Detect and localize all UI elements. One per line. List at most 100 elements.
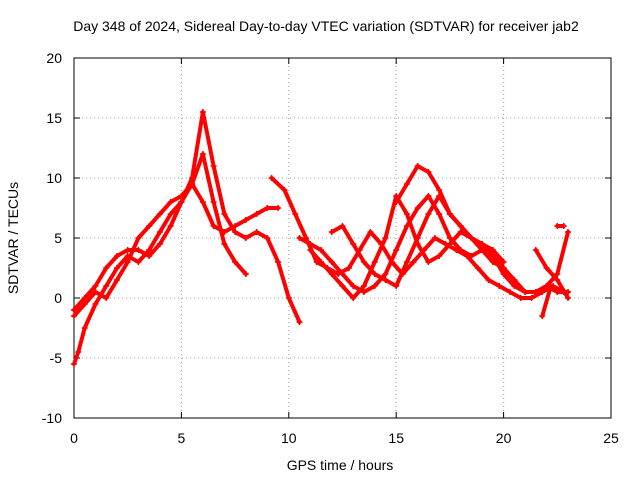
data-point-marker: [221, 229, 228, 235]
data-point-marker: [92, 301, 99, 307]
data-point-marker: [146, 247, 153, 253]
data-series: [71, 109, 572, 367]
data-point-marker: [264, 205, 271, 211]
data-point-marker: [156, 241, 163, 247]
data-point-marker: [281, 187, 288, 193]
data-point-marker: [210, 163, 217, 169]
data-point-marker: [81, 301, 88, 307]
y-tick-label: 15: [46, 110, 62, 126]
data-point-marker: [350, 283, 357, 289]
data-point-marker: [496, 283, 503, 289]
data-point-marker: [339, 283, 346, 289]
data-point-marker: [528, 295, 535, 301]
data-point-marker: [232, 259, 239, 265]
data-point-marker: [318, 259, 325, 265]
data-point-marker: [253, 211, 260, 217]
data-point-marker: [403, 223, 410, 229]
data-point-marker: [199, 199, 206, 205]
data-point-marker: [75, 349, 82, 355]
data-point-marker: [360, 283, 367, 289]
data-point-marker: [350, 241, 357, 247]
data-point-marker: [210, 223, 217, 229]
data-point-marker: [436, 211, 443, 217]
data-point-marker: [507, 289, 514, 295]
data-point-marker: [156, 229, 163, 235]
data-point-marker: [554, 271, 561, 277]
data-point-marker: [436, 187, 443, 193]
data-point-marker: [124, 247, 131, 253]
data-point-marker: [446, 235, 453, 241]
data-point-marker: [554, 223, 561, 229]
data-point-marker: [565, 295, 572, 301]
data-point-marker: [103, 295, 110, 301]
data-point-marker: [425, 211, 432, 217]
data-point-marker: [371, 271, 378, 277]
data-point-marker: [547, 283, 554, 289]
data-point-marker: [292, 211, 299, 217]
data-point-marker: [485, 277, 492, 283]
data-point-marker: [113, 253, 120, 259]
data-point-marker: [167, 211, 174, 217]
data-point-marker: [382, 235, 389, 241]
data-point-marker: [345, 265, 352, 271]
y-tick-label: -5: [50, 350, 63, 366]
data-point-marker: [560, 223, 567, 229]
data-point-marker: [81, 325, 88, 331]
data-point-marker: [393, 199, 400, 205]
x-tick-label: 20: [496, 430, 512, 446]
data-point-marker: [135, 235, 142, 241]
data-point-marker: [307, 241, 314, 247]
data-point-marker: [221, 211, 228, 217]
data-point-marker: [511, 277, 518, 283]
data-point-marker: [500, 271, 507, 277]
data-point-marker: [457, 229, 464, 235]
data-point-marker: [371, 259, 378, 265]
data-point-marker: [425, 259, 432, 265]
x-tick-label: 5: [178, 430, 186, 446]
data-point-marker: [189, 181, 196, 187]
x-tick-label: 10: [281, 430, 297, 446]
data-point-marker: [71, 313, 77, 319]
data-point-marker: [425, 193, 432, 199]
data-point-marker: [156, 211, 163, 217]
data-point-marker: [146, 253, 153, 259]
chart-title: Day 348 of 2024, Sidereal Day-to-day VTE…: [73, 18, 579, 34]
data-point-marker: [350, 295, 357, 301]
data-point-marker: [360, 289, 367, 295]
data-point-marker: [468, 253, 475, 259]
data-point-marker: [511, 283, 518, 289]
data-point-marker: [264, 235, 271, 241]
data-point-marker: [410, 259, 417, 265]
series-line-track-13: [540, 284, 553, 318]
data-point-marker: [565, 229, 572, 235]
data-point-marker: [178, 193, 185, 199]
data-point-marker: [360, 259, 367, 265]
data-point-marker: [113, 265, 120, 271]
data-point-marker: [517, 295, 524, 301]
data-point-marker: [414, 235, 421, 241]
y-axis-label: SDTVAR / TECUs: [5, 182, 21, 294]
data-point-marker: [167, 199, 174, 205]
data-point-marker: [403, 181, 410, 187]
grid-lines: [74, 58, 611, 418]
data-point-marker: [532, 247, 539, 253]
data-point-marker: [532, 289, 539, 295]
x-axis-label: GPS time / hours: [287, 457, 394, 473]
data-point-marker: [146, 223, 153, 229]
x-tick-label: 25: [603, 430, 619, 446]
series-line-track-10: [512, 230, 570, 294]
data-point-marker: [124, 259, 131, 265]
data-point-marker: [328, 271, 335, 277]
y-tick-label: 0: [54, 290, 62, 306]
data-point-marker: [468, 235, 475, 241]
data-point-marker: [296, 235, 303, 241]
data-point-marker: [242, 217, 249, 223]
data-point-marker: [328, 259, 335, 265]
series-line-track-11: [533, 248, 570, 300]
data-point-marker: [221, 241, 228, 247]
axis-ticks: 0 5 10 15 20 25 -10 -5 0 5 10 15 20: [42, 50, 619, 446]
y-tick-label: -10: [42, 410, 62, 426]
data-point-marker: [81, 295, 88, 301]
data-point-marker: [500, 259, 507, 265]
